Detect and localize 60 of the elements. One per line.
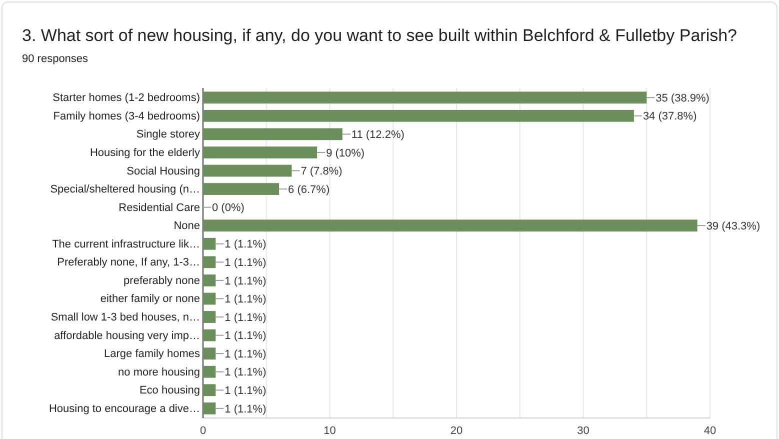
- bar: [203, 384, 216, 396]
- bar: [203, 146, 318, 158]
- data-label: 35 (38.9%): [656, 92, 710, 104]
- bar: [203, 220, 698, 232]
- bar: [203, 183, 280, 195]
- x-tick-label: 30: [577, 424, 590, 437]
- x-tick-label: 0: [200, 424, 206, 437]
- data-label: 7 (7.8%): [300, 166, 342, 178]
- y-tick-label: Large family homes: [104, 348, 200, 360]
- data-label: 39 (43.3%): [706, 220, 760, 232]
- data-label: 11 (12.2%): [351, 129, 404, 142]
- y-tick-label: Social Housing: [126, 165, 200, 178]
- bar: [203, 110, 634, 122]
- y-tick-label: Preferably none, If any, 1-3…: [57, 256, 200, 269]
- x-tick-label: 40: [704, 424, 716, 437]
- y-tick-label: Housing for the elderly: [90, 146, 200, 159]
- data-label: 1 (1.1%): [224, 238, 266, 251]
- data-label: 34 (37.8%): [642, 110, 697, 123]
- bar: [203, 402, 216, 414]
- bar: [203, 274, 216, 286]
- y-tick-label: Small low 1-3 bed houses, n…: [50, 312, 200, 324]
- data-label: 1 (1.1%): [224, 275, 266, 288]
- data-label: 1 (1.1%): [224, 348, 266, 360]
- data-label: 1 (1.1%): [224, 384, 266, 397]
- bar: [203, 238, 216, 250]
- y-tick-label: preferably none: [124, 274, 200, 287]
- y-tick-label: Housing to encourage a dive…: [48, 402, 200, 415]
- data-label: 9 (10%): [326, 147, 365, 160]
- y-tick-label: either family or none: [100, 293, 200, 306]
- y-tick-label: Single storey: [136, 128, 200, 141]
- y-tick-label: Starter homes (1-2 bedrooms): [52, 92, 200, 104]
- bar: [203, 128, 342, 140]
- data-label: 6 (6.7%): [288, 184, 330, 196]
- data-label: 1 (1.1%): [224, 330, 266, 342]
- data-label: 1 (1.1%): [224, 403, 266, 416]
- y-tick-label: Eco housing: [139, 384, 200, 397]
- bar: [203, 92, 647, 104]
- y-tick-label: affordable housing very imp…: [54, 330, 200, 342]
- y-tick-label: no more housing: [118, 366, 200, 378]
- bar: [203, 348, 216, 360]
- text: 90 responses: [22, 53, 89, 65]
- bar: [203, 164, 292, 177]
- x-tick-label: 10: [324, 424, 336, 437]
- bar: [203, 292, 216, 305]
- chart-title: 3. What sort of new housing, if any, do you want to see built within Belchford & Fulletby Parish?: [22, 26, 738, 45]
- data-label: 1 (1.1%): [224, 294, 266, 306]
- bar: [203, 256, 216, 268]
- y-tick-label: Special/sheltered housing (n…: [50, 184, 200, 196]
- bar: [203, 366, 216, 378]
- data-label: 1 (1.1%): [224, 312, 266, 324]
- y-tick-label: None: [174, 220, 200, 232]
- y-tick-label: Residential Care: [118, 202, 200, 214]
- x-tick-label: 20: [450, 424, 463, 437]
- bar: [203, 311, 216, 323]
- data-label: 0 (0%): [212, 202, 244, 214]
- data-label: 1 (1.1%): [224, 366, 266, 379]
- y-tick-label: Family homes (3-4 bedrooms): [53, 110, 200, 122]
- data-label: 1 (1.1%): [224, 256, 266, 269]
- bar: [203, 329, 216, 342]
- y-tick-label: The current infrastructure lik…: [52, 238, 200, 250]
